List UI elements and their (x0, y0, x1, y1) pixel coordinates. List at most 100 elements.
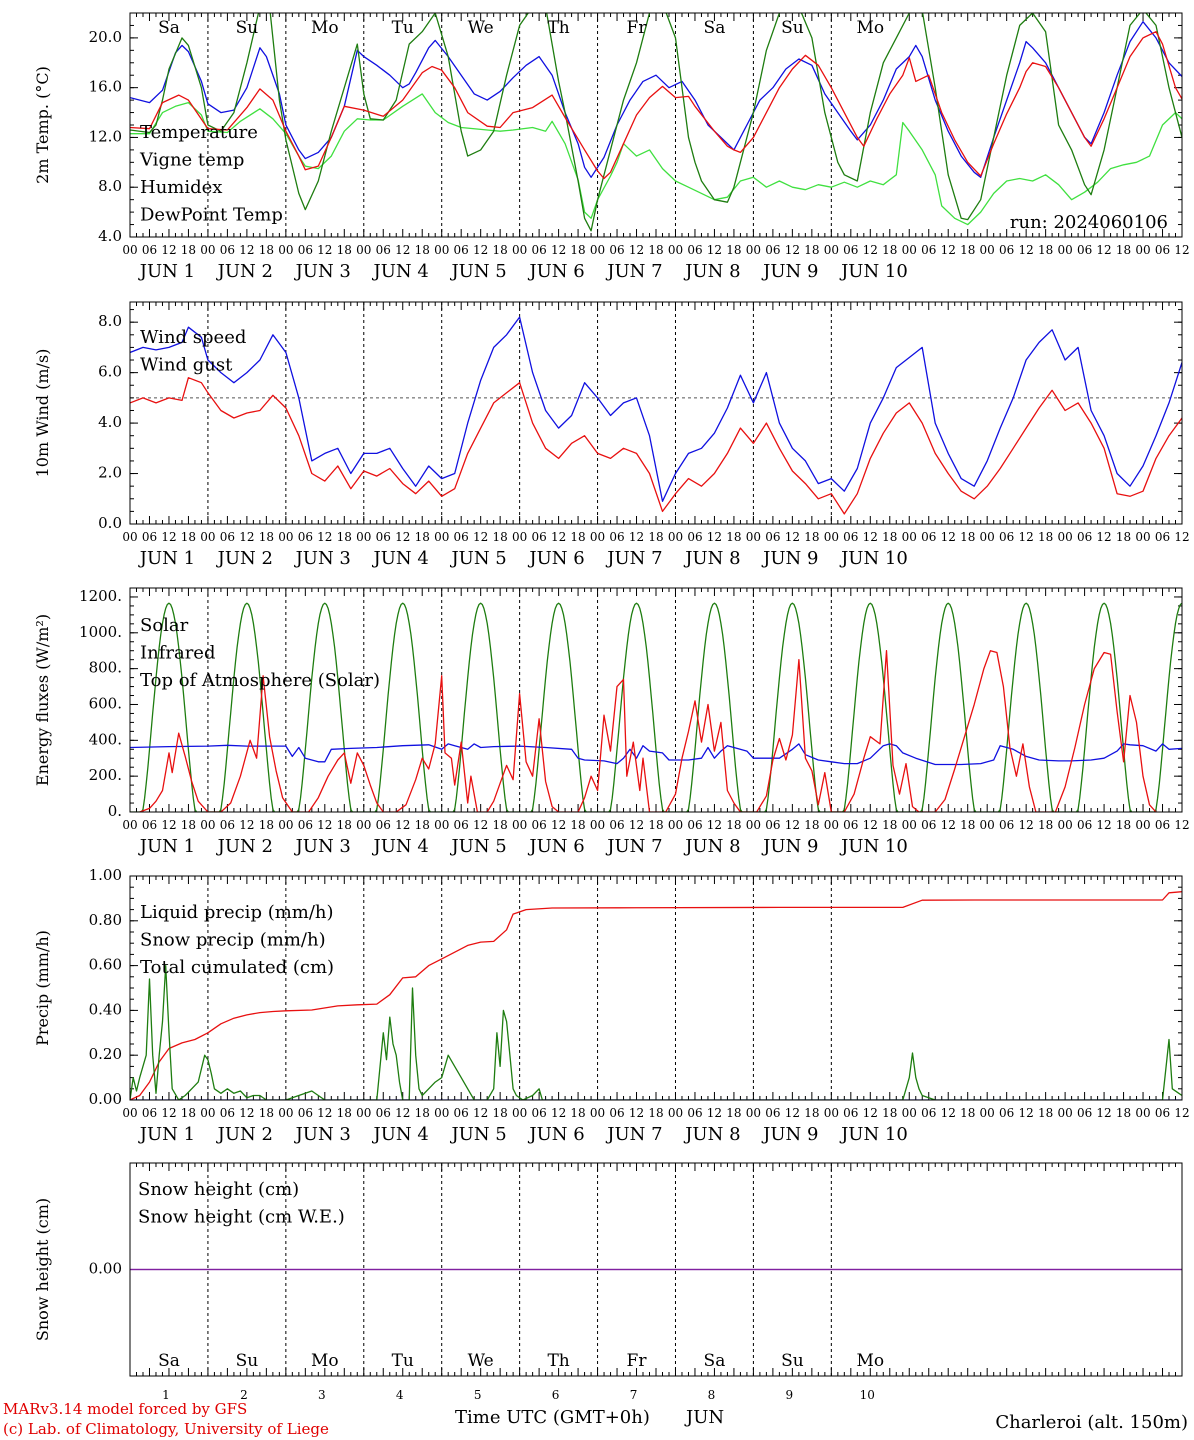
x-tick-label: 06 (376, 1106, 391, 1120)
x-tick-label: 12 (473, 1106, 488, 1120)
x-tick-label: 00 (668, 1106, 683, 1120)
x-tick-label: 12 (551, 1106, 566, 1120)
weekday-label: Tu (392, 18, 414, 38)
x-tick-label: 06 (531, 1106, 546, 1120)
x-tick-label: 12 (1096, 243, 1111, 257)
date-label: JUN 10 (839, 836, 908, 857)
date-label: JUN 4 (372, 836, 429, 857)
day-number-label: 6 (552, 1388, 560, 1402)
x-tick-label: 00 (902, 818, 917, 832)
x-tick-label: 00 (746, 530, 761, 544)
x-tick-label: 00 (1135, 818, 1150, 832)
x-tick-label: 12 (161, 530, 176, 544)
series-line-wind-gust (130, 316, 1182, 502)
x-tick-label: 18 (493, 243, 508, 257)
weekday-label: Sa (704, 1351, 726, 1371)
x-tick-label: 00 (434, 530, 449, 544)
x-tick-label: 00 (434, 1106, 449, 1120)
date-label: JUN 4 (372, 548, 429, 569)
x-tick-label: 12 (1174, 1106, 1189, 1120)
date-label: JUN 6 (527, 261, 584, 282)
x-tick-label: 12 (863, 1106, 878, 1120)
x-tick-label: 06 (921, 243, 936, 257)
legend-item: Snow height (cm) (138, 1179, 299, 1200)
x-tick-label: 00 (590, 1106, 605, 1120)
x-tick-label: 12 (551, 530, 566, 544)
day-number-label: 9 (786, 1388, 794, 1402)
x-tick-label: 00 (1135, 243, 1150, 257)
x-tick-label: 06 (220, 1106, 235, 1120)
x-tick-label: 18 (493, 530, 508, 544)
date-label: JUN 1 (138, 261, 195, 282)
x-tick-label: 06 (999, 818, 1014, 832)
weekday-label: Mo (856, 1351, 884, 1371)
x-tick-label: 12 (1019, 818, 1034, 832)
x-tick-label: 12 (317, 818, 332, 832)
panel-3: 0. 200. 400. 600. 800. 1000. 1200. 00 06 12 18 00 06… (33, 587, 1190, 857)
date-label: JUN 8 (683, 836, 740, 857)
x-tick-label: 18 (1116, 1106, 1131, 1120)
x-tick-label: 00 (980, 243, 995, 257)
credit-line-1: MARv3.14 model forced by GFS (3, 1400, 247, 1418)
x-tick-label: 18 (259, 243, 274, 257)
y-tick-label: 20.0 (89, 28, 122, 46)
x-tick-label: 12 (473, 530, 488, 544)
series-group (130, 891, 1182, 1100)
date-label: JUN 5 (449, 1124, 506, 1145)
panel-frame (129, 301, 1183, 525)
weekday-label: Sa (158, 1351, 180, 1371)
x-tick-label: 12 (1096, 1106, 1111, 1120)
date-label: JUN 9 (761, 261, 818, 282)
date-label: JUN 2 (216, 261, 273, 282)
x-tick-label: 00 (1057, 530, 1072, 544)
x-tick-label: 18 (1116, 818, 1131, 832)
x-tick-label: 00 (902, 530, 917, 544)
x-tick-label: 18 (726, 530, 741, 544)
series-line-infrared (130, 743, 1182, 766)
x-tick-label: 18 (1116, 530, 1131, 544)
x-tick-label: 18 (882, 530, 897, 544)
x-tick-label: 18 (415, 530, 430, 544)
x-tick-label: 18 (1038, 243, 1053, 257)
x-tick-label: 12 (317, 530, 332, 544)
weekday-label: Fr (627, 18, 648, 38)
x-tick-label: 18 (804, 530, 819, 544)
date-label: JUN 5 (449, 548, 506, 569)
weekday-label: We (468, 1351, 494, 1371)
y-tick-label: 0.60 (89, 956, 122, 974)
y-axis-label: 10m Wind (m/s) (33, 349, 52, 478)
y-axis-label: 2m Temp. (°C) (33, 66, 52, 184)
x-tick-label: 06 (1077, 818, 1092, 832)
x-tick-label: 18 (181, 818, 196, 832)
x-tick-label: 18 (960, 818, 975, 832)
x-tick-label: 00 (356, 1106, 371, 1120)
x-tick-label: 18 (1038, 530, 1053, 544)
y-tick-label: 200. (89, 766, 122, 784)
x-tick-label: 18 (804, 1106, 819, 1120)
y-tick-label: 2.0 (98, 464, 122, 482)
credit-line-2: (c) Lab. of Climatology, University of L… (3, 1420, 329, 1438)
x-tick-label: 12 (863, 818, 878, 832)
x-tick-label: 06 (765, 243, 780, 257)
x-tick-label: 18 (648, 818, 663, 832)
legend-item: Wind speed (140, 327, 246, 348)
x-tick-label: 00 (980, 530, 995, 544)
legend-item: Infrared (140, 643, 215, 664)
x-tick-label: 12 (707, 243, 722, 257)
x-tick-label: 06 (1155, 818, 1170, 832)
x-tick-label: 12 (395, 530, 410, 544)
x-tick-label: 12 (941, 243, 956, 257)
weekday-label: Fr (627, 1351, 648, 1371)
weekday-label: Su (781, 1351, 804, 1371)
date-label: JUN 5 (449, 836, 506, 857)
date-label: JUN 9 (761, 836, 818, 857)
x-tick-label: 06 (609, 243, 624, 257)
y-tick-label: 0.0 (98, 514, 122, 532)
date-label: JUN 8 (683, 261, 740, 282)
x-tick-label: 18 (882, 818, 897, 832)
legend-item: DewPoint Temp (140, 205, 283, 226)
x-tick-label: 00 (824, 818, 839, 832)
x-tick-label: 18 (181, 530, 196, 544)
legend-item: Temperature (140, 122, 258, 143)
